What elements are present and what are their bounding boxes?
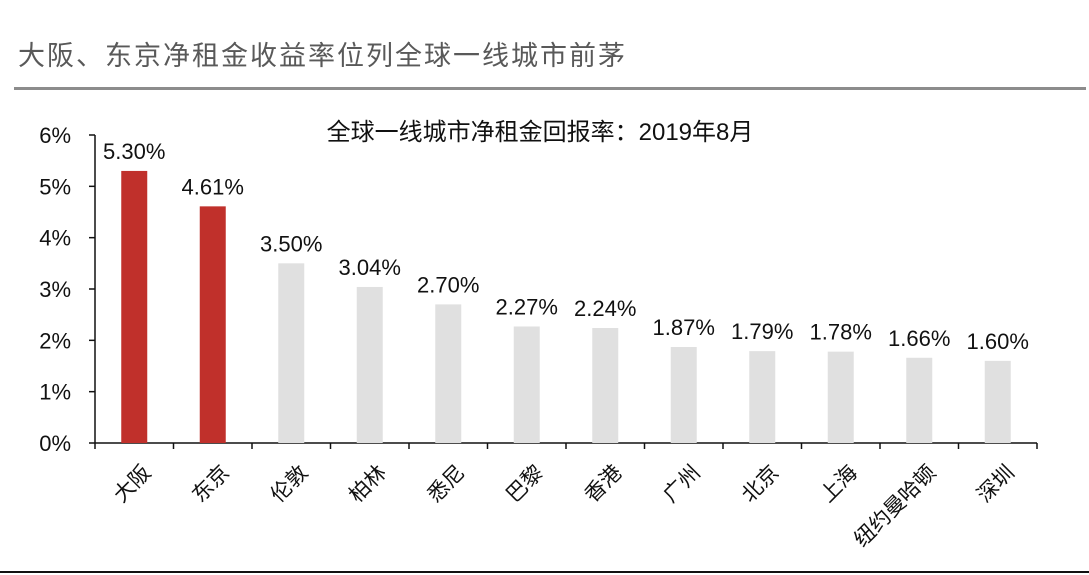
y-tick-label: 0% <box>39 431 71 456</box>
bottom-divider <box>0 571 1089 573</box>
y-tick-label: 5% <box>39 174 71 199</box>
data-label: 2.24% <box>574 296 636 321</box>
y-axis: 0% 1% 2% 3% 4% 5% 6% <box>39 123 96 456</box>
data-label: 1.78% <box>810 320 872 345</box>
bar <box>827 351 854 443</box>
category-label: 上海 <box>815 460 862 507</box>
category-label: 大阪 <box>109 460 156 507</box>
page-title: 大阪、东京净租金收益率位列全球一线城市前茅 <box>18 41 627 72</box>
data-label: 2.27% <box>496 294 558 319</box>
bar <box>278 263 305 443</box>
data-label: 5.30% <box>103 139 165 164</box>
category-label: 东京 <box>187 460 234 507</box>
category-label: 柏林 <box>344 460 391 507</box>
category-label: 伦敦 <box>266 460 313 507</box>
data-labels: 5.30% 4.61% 3.50% 3.04% 2.70% 2.27% 2.24% 1.87%… <box>103 139 1029 354</box>
x-axis <box>94 442 1038 449</box>
category-label: 纽约曼哈顿 <box>849 460 940 551</box>
category-label: 北京 <box>737 460 784 507</box>
data-label: 1.79% <box>731 319 793 344</box>
bar <box>199 206 226 443</box>
y-tick-label: 6% <box>39 123 71 148</box>
bar <box>513 326 540 443</box>
y-tick-label: 3% <box>39 277 71 302</box>
bar <box>435 304 462 443</box>
data-label: 2.70% <box>417 272 479 297</box>
bar <box>749 351 776 443</box>
y-tick-label: 4% <box>39 226 71 251</box>
data-label: 4.61% <box>182 174 244 199</box>
bar <box>670 347 697 443</box>
bar <box>356 286 383 443</box>
title-divider <box>14 87 1086 90</box>
chart-title: 全球一线城市净租金回报率：2019年8月 <box>327 119 754 146</box>
bars <box>121 170 1011 443</box>
data-label: 3.50% <box>260 231 322 256</box>
category-label: 巴黎 <box>501 460 548 507</box>
bar <box>906 357 933 443</box>
category-label: 悉尼 <box>423 460 470 507</box>
bar <box>984 360 1011 443</box>
y-tick-label: 2% <box>39 328 71 353</box>
data-label: 1.60% <box>967 329 1029 354</box>
y-tick-label: 1% <box>39 380 71 405</box>
data-label: 1.87% <box>653 315 715 340</box>
data-label: 3.04% <box>339 255 401 280</box>
bar <box>121 170 148 443</box>
data-label: 1.66% <box>888 326 950 351</box>
category-label: 广州 <box>658 460 705 507</box>
category-label: 香港 <box>580 460 627 507</box>
bar <box>592 328 619 443</box>
category-label: 深圳 <box>972 460 1019 507</box>
